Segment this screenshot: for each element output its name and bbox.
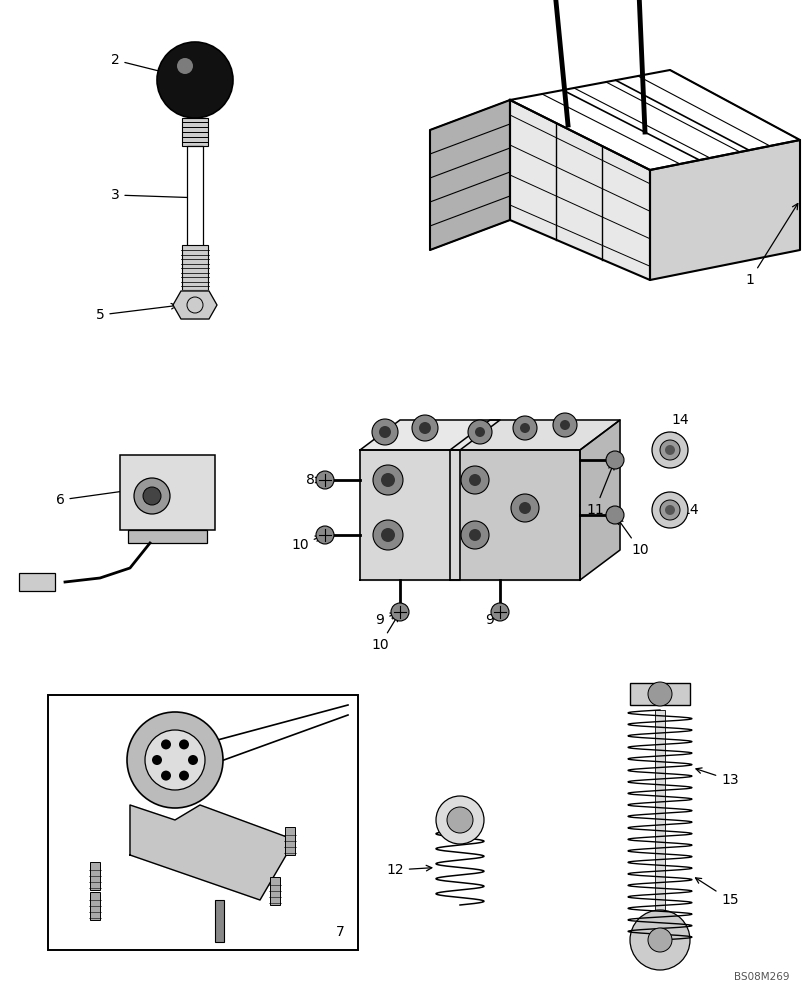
Circle shape (380, 473, 394, 487)
Circle shape (134, 478, 169, 514)
Text: 4: 4 (0, 999, 1, 1000)
Circle shape (510, 494, 539, 522)
Bar (19, 573, 55, 591)
Text: 14: 14 (673, 503, 698, 517)
Circle shape (315, 471, 333, 489)
Circle shape (372, 520, 402, 550)
Bar (90, 892, 100, 920)
Circle shape (411, 415, 437, 441)
Text: 10: 10 (616, 518, 648, 557)
Text: 10: 10 (291, 536, 320, 552)
Circle shape (469, 529, 480, 541)
Text: 6: 6 (55, 484, 163, 507)
Circle shape (315, 526, 333, 544)
Text: BS08M269: BS08M269 (734, 972, 789, 982)
Circle shape (371, 419, 397, 445)
Circle shape (127, 712, 223, 808)
Circle shape (178, 739, 189, 749)
Bar (270, 877, 280, 905)
Polygon shape (359, 420, 500, 450)
Text: 14: 14 (670, 413, 688, 446)
Circle shape (659, 500, 679, 520)
Bar (128, 530, 207, 543)
Circle shape (647, 682, 672, 706)
Circle shape (491, 603, 508, 621)
Circle shape (177, 58, 193, 74)
Circle shape (379, 426, 391, 438)
Circle shape (152, 755, 162, 765)
Bar (215, 900, 224, 942)
Polygon shape (130, 805, 294, 900)
Circle shape (145, 730, 204, 790)
Text: 11: 11 (586, 464, 613, 517)
Polygon shape (173, 291, 217, 319)
Circle shape (178, 771, 189, 781)
Bar (629, 683, 689, 705)
Bar (90, 862, 100, 890)
Circle shape (605, 451, 623, 469)
Circle shape (380, 528, 394, 542)
Circle shape (418, 422, 431, 434)
Circle shape (143, 487, 161, 505)
Circle shape (664, 505, 674, 515)
Polygon shape (359, 450, 460, 580)
Bar (654, 710, 664, 935)
Circle shape (161, 771, 171, 781)
Circle shape (461, 521, 488, 549)
Circle shape (519, 423, 530, 433)
Text: 10: 10 (371, 616, 397, 652)
Circle shape (560, 420, 569, 430)
Bar (182, 118, 208, 146)
Circle shape (188, 755, 198, 765)
Circle shape (664, 445, 674, 455)
Bar (187, 146, 203, 250)
Circle shape (391, 603, 409, 621)
Circle shape (467, 420, 491, 444)
Circle shape (469, 474, 480, 486)
Text: 2: 2 (110, 53, 191, 80)
Text: 9: 9 (375, 613, 396, 627)
Bar (182, 245, 208, 290)
Circle shape (651, 432, 687, 468)
Circle shape (446, 807, 473, 833)
Circle shape (651, 492, 687, 528)
Circle shape (461, 466, 488, 494)
Polygon shape (430, 100, 509, 250)
Bar (48, 695, 358, 950)
Polygon shape (509, 100, 649, 280)
Circle shape (161, 739, 171, 749)
Circle shape (647, 928, 672, 952)
Text: 13: 13 (695, 768, 738, 787)
Circle shape (552, 413, 577, 437)
Circle shape (157, 42, 233, 118)
Text: 1: 1 (744, 204, 796, 287)
Text: 7: 7 (335, 925, 344, 939)
Circle shape (436, 796, 483, 844)
Bar (120, 455, 215, 530)
Circle shape (629, 910, 689, 970)
Text: 5: 5 (96, 303, 177, 322)
Bar (285, 827, 294, 855)
Text: 8: 8 (305, 473, 320, 487)
Circle shape (659, 440, 679, 460)
Polygon shape (509, 70, 799, 170)
Circle shape (474, 427, 484, 437)
Text: 12: 12 (386, 863, 431, 877)
Polygon shape (449, 420, 620, 450)
Circle shape (372, 465, 402, 495)
Polygon shape (649, 140, 799, 280)
Polygon shape (449, 450, 579, 580)
Polygon shape (579, 420, 620, 580)
Circle shape (518, 502, 530, 514)
Text: 15: 15 (695, 878, 738, 907)
Text: 9: 9 (485, 612, 499, 627)
Text: 3: 3 (110, 188, 199, 202)
Circle shape (605, 506, 623, 524)
Circle shape (513, 416, 536, 440)
